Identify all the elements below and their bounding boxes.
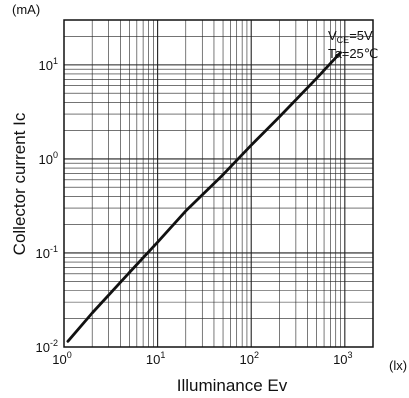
y-tick-label: 10-1 [36,244,58,261]
condition-ta: Ta=25℃ [328,46,378,61]
x-tick-label: 101 [146,350,165,367]
y-tick-label: 101 [39,56,58,73]
x-tick-label: 102 [239,350,258,367]
y-tick-label: 100 [39,150,58,167]
x-unit-label: (lx) [389,358,407,373]
x-tick-label: 103 [333,350,352,367]
x-tick-labels: 100 101 102 103 [52,350,352,367]
y-unit-label: (mA) [12,2,40,17]
y-axis-label: Collector current Ic [10,112,29,255]
x-tick-label: 100 [52,350,71,367]
x-axis-label: Illuminance Ev [177,376,288,395]
condition-vce: VCE=5V [328,28,373,45]
